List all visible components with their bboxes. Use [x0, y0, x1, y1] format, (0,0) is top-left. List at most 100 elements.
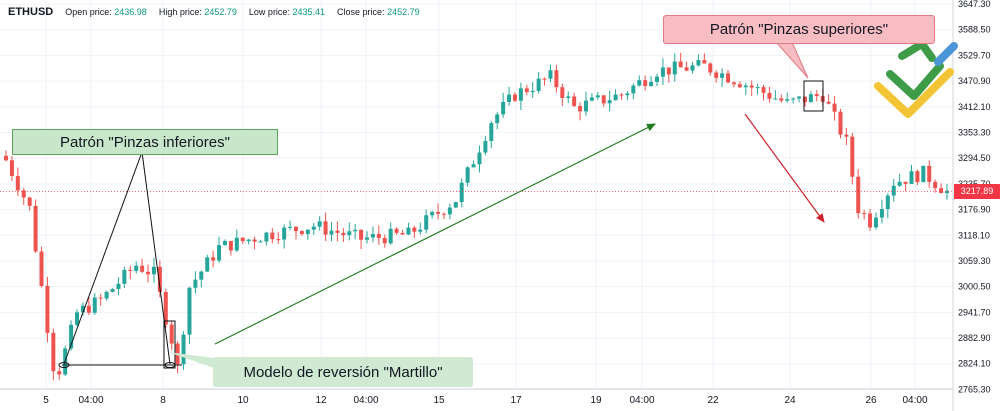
candle-body	[45, 285, 50, 333]
candle-body	[465, 167, 470, 183]
candle-body	[660, 67, 665, 77]
candle-body	[566, 96, 571, 98]
candle-body	[57, 371, 62, 375]
candle-body	[441, 213, 446, 215]
candle-body	[909, 171, 914, 184]
y-tick-label: 3176.90	[958, 205, 991, 215]
candle-body	[39, 251, 44, 286]
candle-body	[589, 97, 594, 101]
x-tick-label: 5	[43, 395, 49, 406]
candle-body	[879, 209, 884, 218]
candle-body	[453, 201, 458, 208]
y-tick-label: 3294.50	[958, 153, 991, 163]
candle-body	[731, 82, 736, 85]
candle-body	[802, 96, 807, 103]
candle-body	[134, 265, 139, 271]
y-tick-label: 3470.90	[958, 76, 991, 86]
x-tick-label: 22	[707, 395, 719, 406]
y-tick-label: 3118.10	[958, 230, 990, 240]
candle-body	[370, 233, 375, 238]
candle-body	[891, 185, 896, 196]
candle-body	[193, 279, 198, 288]
candle-body	[832, 103, 837, 112]
candle-body	[714, 72, 719, 78]
candle-body	[27, 197, 32, 206]
x-tick-label: 04:00	[902, 395, 927, 406]
candles	[0, 52, 953, 381]
triangle-right-edge	[141, 151, 171, 365]
candle-body	[814, 94, 819, 97]
current-price-label: 3217.89	[954, 184, 1000, 199]
candle-body	[228, 240, 233, 251]
candle-body	[116, 283, 121, 290]
candle-body	[885, 195, 890, 210]
candle-body	[412, 227, 417, 232]
uptrend-arrow	[214, 123, 656, 345]
high-value: 2452.79	[204, 7, 237, 17]
candle-body	[459, 182, 464, 202]
candle-body	[222, 240, 227, 246]
high-label: High price:	[158, 7, 202, 17]
candle-body	[755, 87, 760, 89]
open-value: 2436.98	[114, 7, 147, 17]
candle-body	[548, 70, 553, 79]
candle-body	[495, 114, 500, 124]
candle-body	[501, 101, 506, 115]
candle-body	[264, 232, 269, 242]
hammer-callout-pointer	[168, 352, 214, 368]
candle-body	[293, 226, 298, 232]
candle-body	[98, 297, 103, 299]
candle-body	[471, 164, 476, 168]
candle-body	[75, 312, 80, 325]
candle-body	[489, 123, 494, 141]
y-tick-label: 3647.30	[958, 0, 991, 9]
triangle-left-edge	[63, 151, 143, 365]
top-callout-pointer	[774, 41, 809, 79]
candle-body	[903, 181, 908, 184]
candle-body	[720, 73, 725, 78]
candle-body	[299, 231, 304, 235]
downtrend-arrow	[744, 113, 825, 223]
x-tick-label: 17	[510, 395, 522, 406]
grid	[0, 0, 953, 390]
candle-body	[205, 257, 210, 272]
candle-body	[939, 188, 944, 194]
y-tick-label: 3235.70	[958, 179, 991, 189]
candle-body	[276, 239, 281, 241]
candle-body	[702, 60, 707, 64]
candle-body	[394, 228, 399, 233]
candle-body	[743, 85, 748, 88]
candle-body	[477, 152, 482, 165]
symbol-label: ETHUSD	[8, 6, 54, 18]
candle-body	[341, 232, 346, 236]
candle-body	[536, 78, 541, 91]
candle-body	[678, 61, 683, 68]
candle-body	[240, 237, 245, 242]
candle-body	[572, 96, 577, 107]
candle-body	[761, 87, 766, 93]
candle-body	[157, 266, 162, 292]
candle-body	[945, 190, 949, 194]
candle-body	[690, 65, 695, 71]
candle-body	[335, 230, 340, 233]
y-tick-label: 2882.90	[958, 333, 991, 343]
candle-body	[601, 95, 606, 104]
candle-body	[530, 90, 535, 93]
candle-body	[483, 140, 488, 153]
candle-body	[649, 81, 654, 86]
candle-body	[873, 217, 878, 228]
candle-body	[376, 233, 381, 238]
candle-body	[607, 100, 612, 104]
candle-body	[9, 160, 14, 176]
candle-body	[791, 98, 796, 100]
ohlc-header: ETHUSD Open price: 2436.98 High price: 2…	[8, 6, 420, 18]
candle-body	[512, 94, 517, 101]
candle-body	[933, 181, 938, 189]
candle-body	[140, 265, 145, 272]
x-tick-label: 12	[315, 395, 327, 406]
top-tweezers-label: Patrón "Pinzas superiores"	[663, 15, 935, 44]
candle-body	[737, 84, 742, 88]
candle-body	[365, 237, 370, 240]
candle-body	[33, 205, 38, 252]
candle-body	[86, 305, 91, 313]
